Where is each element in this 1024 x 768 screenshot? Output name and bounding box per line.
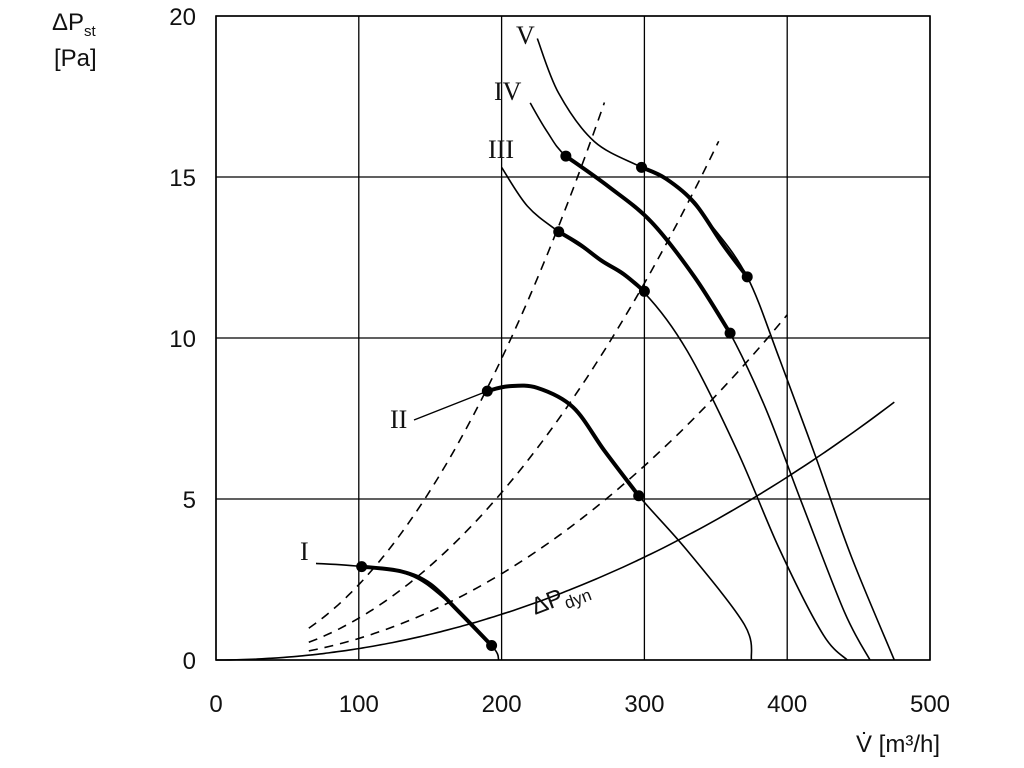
- x-axis-title: V̇ [m³/h]: [856, 730, 940, 758]
- operating-range-III: [556, 229, 647, 294]
- operating-point-marker: [486, 640, 498, 652]
- y-tick-label: 10: [169, 326, 196, 353]
- x-tick-label: 200: [482, 691, 522, 718]
- curve-label-IV: IV: [494, 77, 522, 106]
- operating-point-marker: [724, 327, 736, 339]
- y-tick-label: 20: [169, 4, 196, 31]
- tick-labels: 0 100 200 300 400 500 0 5 10 15 20: [169, 4, 950, 718]
- fan-curve-V: [536, 38, 896, 661]
- x-tick-label: 0: [209, 691, 222, 718]
- operating-range-V: [639, 165, 750, 279]
- fan-curve-I: [315, 562, 500, 661]
- curve-label-V: V: [516, 21, 535, 50]
- operating-point-marker: [633, 490, 645, 502]
- curve-label-III: III: [488, 135, 514, 164]
- operating-point-marker: [356, 561, 368, 573]
- x-tick-label: 300: [624, 691, 664, 718]
- dynamic-pressure-curve: ΔPdyn: [215, 401, 895, 661]
- x-tick-label: 400: [767, 691, 807, 718]
- operating-range-I: [359, 564, 494, 648]
- operating-point-marker: [741, 271, 753, 283]
- system-curves: [308, 102, 788, 652]
- y-axis-title: ΔPst: [52, 9, 97, 40]
- fan-curves: [315, 38, 896, 661]
- x-tick-label: 100: [339, 691, 379, 718]
- y-tick-label: 0: [183, 648, 196, 675]
- plot-frame: [215, 15, 931, 661]
- operating-range-IV: [563, 154, 733, 336]
- x-tick-label: 500: [910, 691, 950, 718]
- fan-curve-III: [500, 166, 848, 661]
- y-tick-label: 5: [183, 487, 196, 514]
- curve-label-I: I: [300, 537, 309, 566]
- operating-range-II: [485, 383, 641, 498]
- operating-point-marker: [560, 150, 572, 162]
- y-axis-unit: [Pa]: [54, 45, 97, 72]
- curve-label-leader-II: [413, 390, 488, 421]
- operating-point-marker: [638, 285, 650, 297]
- curve-label-II: II: [390, 405, 407, 434]
- system-curve-1: [308, 102, 606, 629]
- y-tick-label: 15: [169, 165, 196, 192]
- operating-point-marker: [553, 226, 565, 238]
- dynamic-pressure-line: [215, 401, 895, 661]
- fan-curve-IV: [529, 102, 871, 661]
- system-curve-3: [308, 314, 788, 652]
- operating-point-marker: [636, 161, 648, 173]
- operating-point-marker: [481, 385, 493, 397]
- grid: [215, 15, 931, 661]
- dynamic-pressure-label: ΔPdyn: [527, 574, 594, 624]
